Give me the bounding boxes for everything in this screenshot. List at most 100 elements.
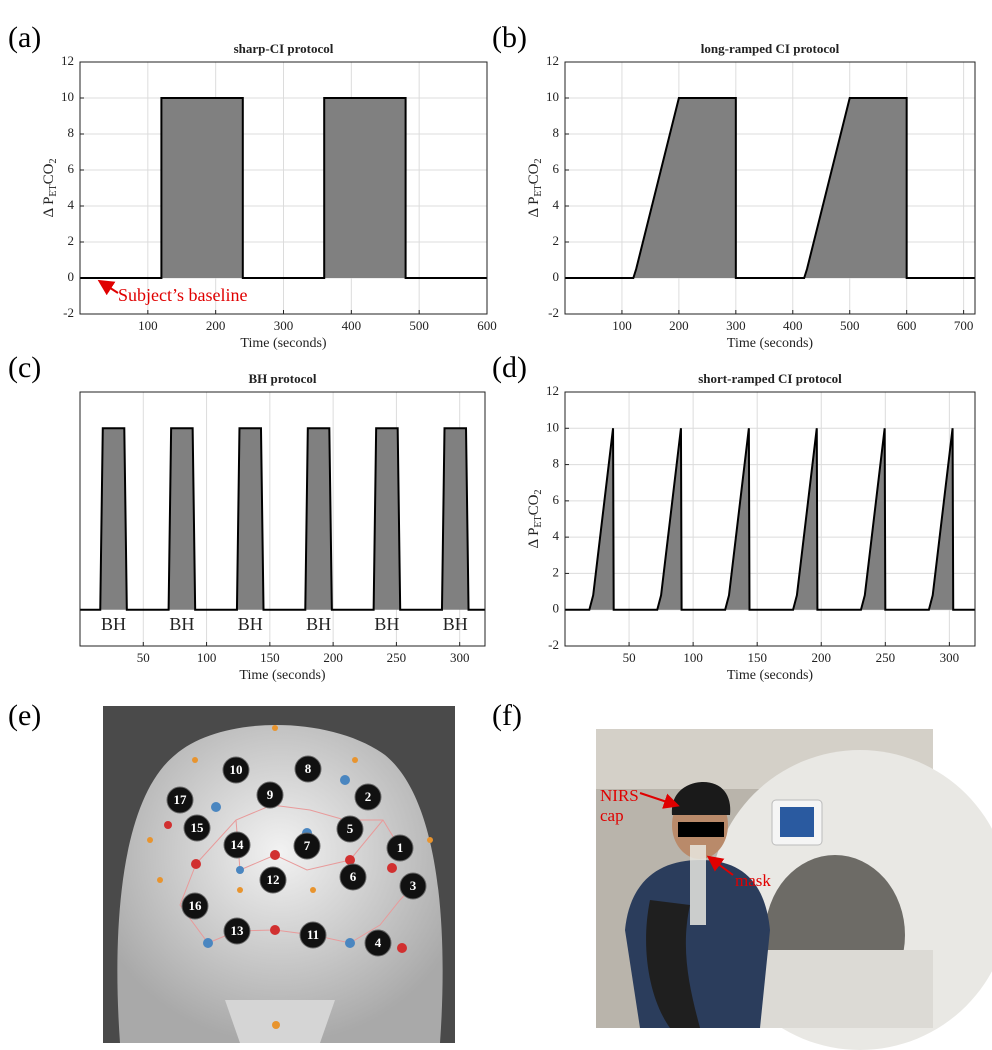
y-axis-label: Δ PETCO2 xyxy=(526,159,544,218)
electrode-label: 9 xyxy=(267,787,274,802)
electrode xyxy=(293,832,321,860)
electrode-label: 6 xyxy=(350,869,357,884)
y-axis-label: Δ PETCO2 xyxy=(526,490,544,549)
y-tick-label: 10 xyxy=(546,419,559,434)
y-axis-label-part: CO xyxy=(41,163,57,184)
x-tick-label: 50 xyxy=(623,650,636,665)
panel-label: (e) xyxy=(8,699,41,732)
electrode xyxy=(222,756,250,784)
x-tick-label: 300 xyxy=(940,650,960,665)
x-tick-label: 100 xyxy=(683,650,703,665)
electrode xyxy=(259,866,287,894)
x-tick-label: 250 xyxy=(876,650,896,665)
electrode-label: 13 xyxy=(231,923,245,938)
x-axis-label: Time (seconds) xyxy=(727,336,814,351)
y-axis-label-part: 2 xyxy=(533,159,544,164)
y-tick-label: 6 xyxy=(68,161,75,176)
x-tick-label: 150 xyxy=(747,650,767,665)
x-tick-label: 400 xyxy=(342,318,362,333)
y-tick-label: 6 xyxy=(553,492,560,507)
y-tick-label: 6 xyxy=(553,161,560,176)
panel-label: (f) xyxy=(492,699,522,732)
y-tick-label: 2 xyxy=(553,233,560,248)
chart-title: short-ramped CI protocol xyxy=(698,371,842,386)
y-tick-label: 8 xyxy=(68,125,75,140)
plot-frame xyxy=(79,391,486,647)
y-tick-label: 0 xyxy=(553,601,560,616)
electrode-label: 10 xyxy=(230,762,243,777)
x-tick-label: 500 xyxy=(409,318,429,333)
arrow xyxy=(639,792,680,809)
x-tick-label: 400 xyxy=(783,318,803,333)
y-tick-label: 2 xyxy=(553,564,560,579)
x-tick-label: 100 xyxy=(197,650,217,665)
area xyxy=(80,428,485,610)
electrode-label: 14 xyxy=(231,837,245,852)
electrode-label: 16 xyxy=(189,898,203,913)
x-tick-label: 300 xyxy=(274,318,294,333)
x-tick-label: 50 xyxy=(137,650,150,665)
y-tick-label: 4 xyxy=(68,197,75,212)
arrow xyxy=(706,855,734,876)
y-tick-label: -2 xyxy=(63,305,74,320)
y-tick-label: 0 xyxy=(68,269,75,284)
plot-frame xyxy=(564,391,976,647)
y-tick-label: 8 xyxy=(553,456,560,471)
area xyxy=(565,428,975,610)
electrode xyxy=(299,921,327,949)
line xyxy=(565,428,975,611)
y-tick-label: 8 xyxy=(553,125,560,140)
x-axis-label: Time (seconds) xyxy=(727,668,814,683)
plot-background xyxy=(80,392,485,646)
photo-label: NIRS xyxy=(600,786,639,805)
line xyxy=(80,97,487,279)
electrode-label: 11 xyxy=(307,927,319,942)
y-axis-label-part: Δ P xyxy=(41,197,57,218)
y-tick-label: 2 xyxy=(68,233,75,248)
line xyxy=(80,427,485,611)
x-tick-label: 300 xyxy=(450,650,470,665)
y-axis-label-part: ET xyxy=(533,515,544,527)
annotation-arrow xyxy=(97,279,119,296)
photo xyxy=(596,729,992,1050)
electrode-label: 4 xyxy=(375,935,382,950)
x-tick-label: 300 xyxy=(726,318,746,333)
x-tick-label: 500 xyxy=(840,318,860,333)
y-tick-label: -2 xyxy=(548,305,559,320)
annotation: BH xyxy=(374,614,399,634)
y-tick-label: 12 xyxy=(61,53,74,68)
x-tick-label: 200 xyxy=(323,650,343,665)
photo-label: cap xyxy=(600,806,624,825)
x-tick-label: 200 xyxy=(669,318,689,333)
plot-frame xyxy=(564,61,976,315)
y-tick-label: -2 xyxy=(548,637,559,652)
x-axis-label: Time (seconds) xyxy=(240,336,327,351)
y-tick-label: 0 xyxy=(553,269,560,284)
electrode-label: 12 xyxy=(267,872,280,887)
y-tick-label: 12 xyxy=(546,383,559,398)
x-tick-label: 200 xyxy=(206,318,226,333)
electrode xyxy=(183,814,211,842)
plot-background xyxy=(565,62,975,314)
x-axis-label: Time (seconds) xyxy=(239,668,326,683)
panel-label: (c) xyxy=(8,351,41,384)
y-axis-label-part: Δ P xyxy=(526,197,542,218)
annotation: Subject’s baseline xyxy=(118,285,247,305)
photo-label: mask xyxy=(735,871,771,890)
y-tick-label: 10 xyxy=(546,89,559,104)
y-tick-label: 4 xyxy=(553,197,560,212)
electrode xyxy=(256,781,284,809)
y-axis-label-part: ET xyxy=(48,184,59,196)
electrode xyxy=(399,872,427,900)
y-tick-label: 4 xyxy=(553,528,560,543)
chart-title: BH protocol xyxy=(248,371,316,386)
electrode xyxy=(181,892,209,920)
panel-label: (b) xyxy=(492,21,527,54)
electrode-label: 15 xyxy=(191,820,205,835)
y-tick-label: 12 xyxy=(546,53,559,68)
y-axis-label-part: 2 xyxy=(533,490,544,495)
electrode xyxy=(354,783,382,811)
line xyxy=(565,97,975,279)
electrode xyxy=(294,755,322,783)
y-axis-label-part: Δ P xyxy=(526,528,542,549)
